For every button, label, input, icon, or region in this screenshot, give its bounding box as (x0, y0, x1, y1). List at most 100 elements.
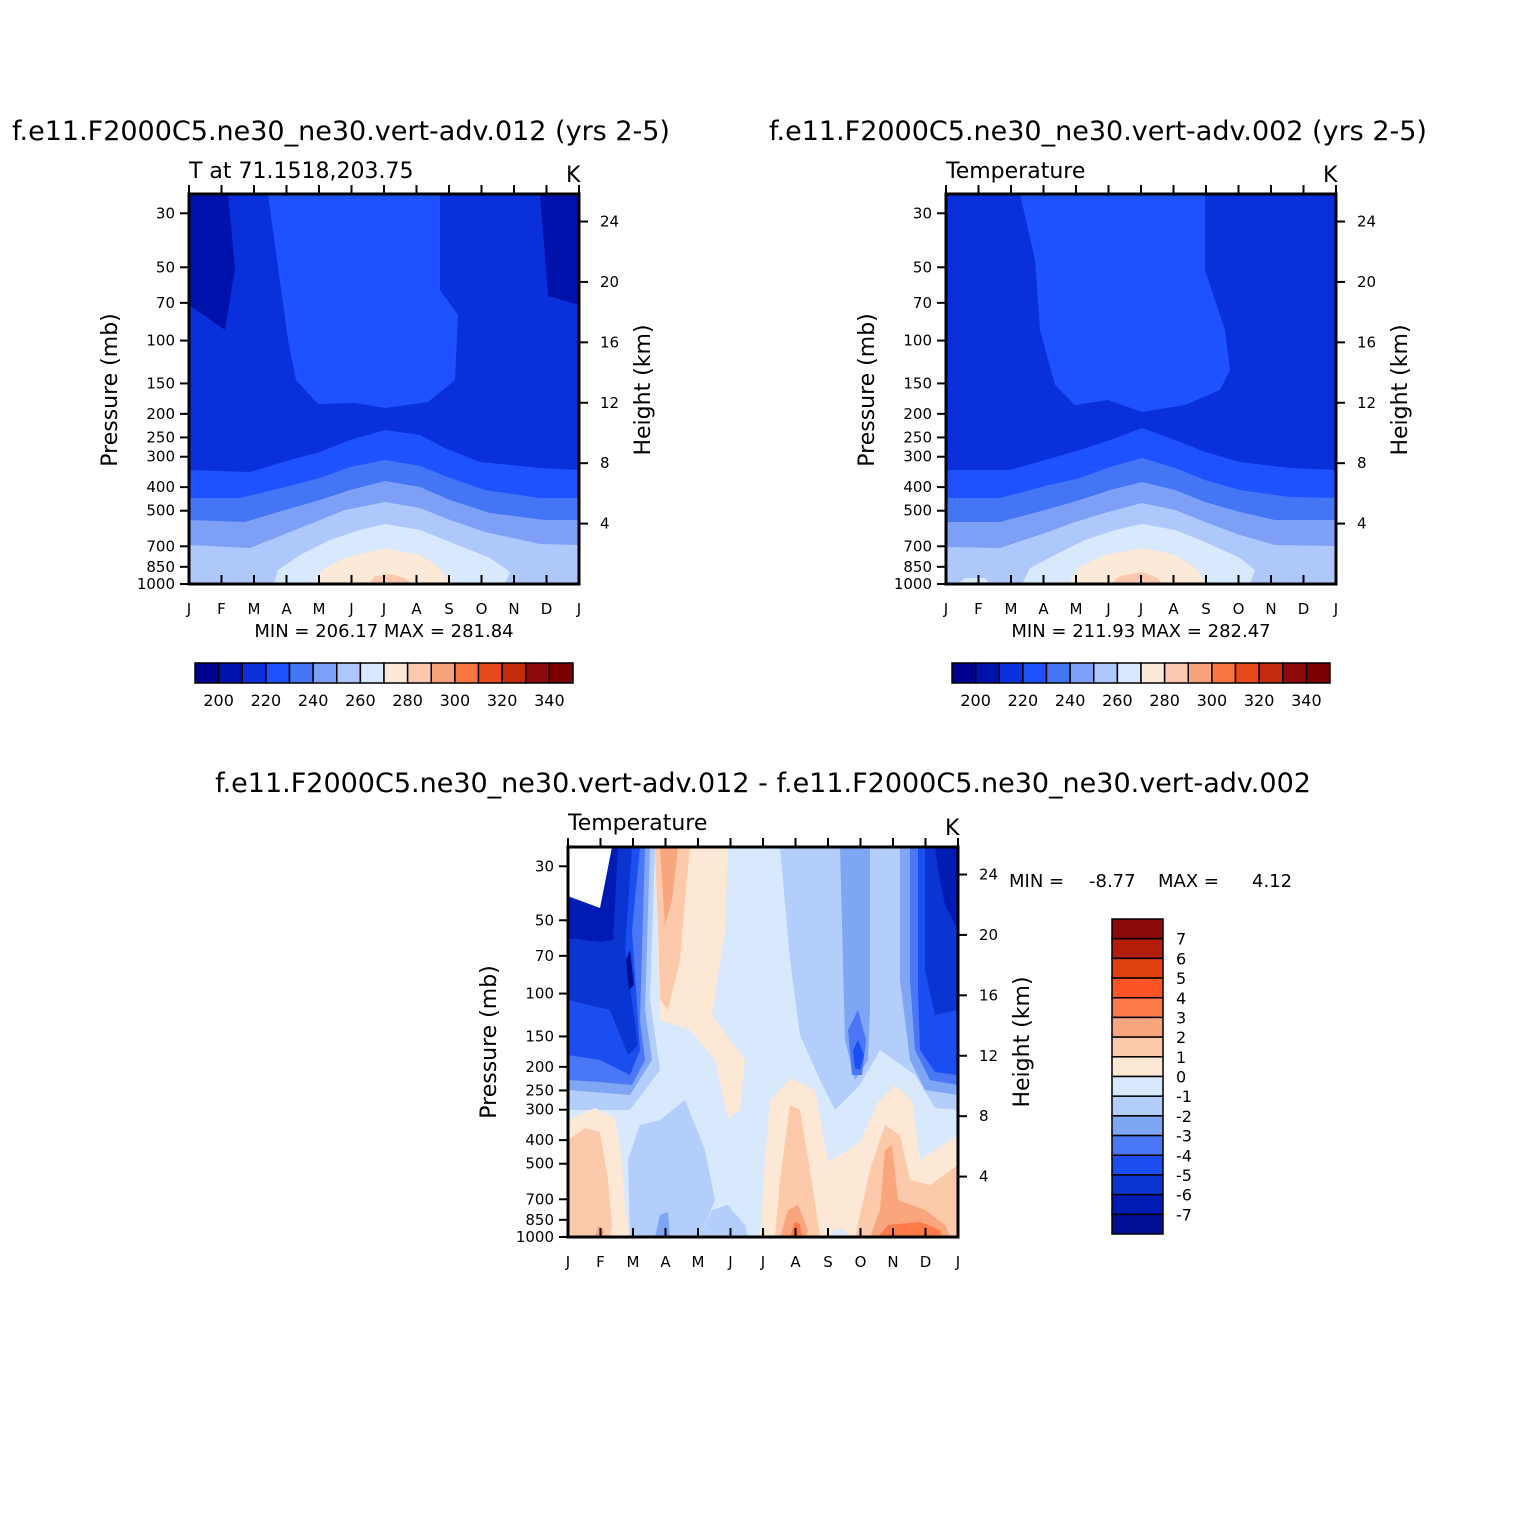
y-tick-label: 700 (525, 1190, 554, 1208)
x-tick-label: N (887, 1253, 898, 1271)
colorbar-label: 1 (1176, 1048, 1186, 1067)
colorbar-horizontal: 200 220 240 260 280 300 320 340 (951, 662, 1331, 710)
y-tick-label: 250 (146, 428, 175, 446)
y-tick-label: 500 (903, 502, 932, 520)
x-tick-label: J (943, 600, 948, 618)
colorbar-swatch (548, 662, 574, 684)
y-axis-label-right: Height (km) (631, 324, 656, 455)
x-tick-label: M (627, 1253, 640, 1271)
colorbar-label: 5 (1176, 969, 1186, 988)
y-tick-label: 100 (903, 332, 932, 350)
panel-title: f.e11.F2000C5.ne30_ne30.vert-adv.012 (yr… (12, 116, 670, 147)
colorbar-swatch (1111, 1213, 1164, 1235)
colorbar-swatch (1305, 662, 1331, 684)
band-1-to-2-lowright (775, 1105, 820, 1237)
x-tick-label: A (790, 1253, 801, 1271)
colorbar-label: 280 (392, 691, 423, 710)
y-right-tick-label: 4 (979, 1168, 989, 1186)
colorbar-label: 6 (1176, 949, 1186, 968)
colorbar-swatch (1234, 662, 1260, 684)
colorbar-horizontal: 200 220 240 260 280 300 320 340 (194, 662, 574, 710)
colorbar-label: 280 (1149, 691, 1180, 710)
y-right-tick-label: 24 (600, 213, 619, 231)
panel-model-012: f.e11.F2000C5.ne30_ne30.vert-adv.012 (yr… (12, 116, 670, 710)
panel-title: f.e11.F2000C5.ne30_ne30.vert-adv.002 (yr… (769, 116, 1427, 147)
y-tick-label: 200 (146, 405, 175, 423)
colorbar-swatch (359, 662, 385, 684)
colorbar-label: 220 (251, 691, 282, 710)
x-tick-label: A (411, 600, 422, 618)
contour-field (946, 194, 1336, 584)
y-right-tick-label: 8 (979, 1107, 989, 1125)
min-max-stats: MIN = 211.93 MAX = 282.47 (1011, 621, 1270, 642)
colorbar-swatch (1111, 1115, 1164, 1137)
x-tick-label: O (476, 600, 488, 618)
x-tick-label: S (444, 600, 454, 618)
y-tick-label: 200 (903, 405, 932, 423)
colorbar-swatch (1111, 937, 1164, 960)
y-tick-label: 1000 (516, 1228, 554, 1246)
x-tick-label: F (974, 600, 983, 618)
contour-field (189, 194, 579, 584)
x-tick-label: A (1168, 600, 1179, 618)
band-m1-to-m2-lowmid2 (700, 1205, 748, 1237)
colorbar-label: 340 (534, 691, 565, 710)
x-tick-label: F (217, 600, 226, 618)
colorbar-swatch (1163, 662, 1189, 684)
colorbar-swatch (383, 662, 409, 684)
y-tick-label: 70 (913, 294, 932, 312)
band-m5-to-m6-left (568, 847, 638, 1055)
colorbar-swatch (454, 662, 480, 684)
units-label: K (1323, 163, 1338, 188)
x-tick-label: J (760, 1253, 765, 1271)
colorbar-swatch (501, 662, 527, 684)
x-tick-label: M (248, 600, 261, 618)
units-label: K (945, 816, 960, 841)
colorbar-label: 240 (298, 691, 329, 710)
y-right-tick-label: 12 (979, 1047, 998, 1065)
y-axis-label: Pressure (mb) (98, 313, 123, 467)
colorbar-swatch (1258, 662, 1284, 684)
y-tick-label: 850 (146, 558, 175, 576)
y-tick-label: 200 (525, 1058, 554, 1076)
colorbar-label: 260 (1102, 691, 1133, 710)
band-200-dec (540, 194, 579, 305)
colorbar-swatch (974, 662, 1000, 684)
y-tick-label: 100 (146, 332, 175, 350)
y-right-tick-label: 20 (600, 273, 619, 291)
y-right-tick-label: 8 (1357, 454, 1367, 472)
colorbar-label: -7 (1176, 1205, 1192, 1224)
colorbar-label: -5 (1176, 1166, 1192, 1185)
axes-frame: J F M A M J J A S O N D J 30 50 70 100 150 200 250 300 400 50… (516, 838, 998, 1271)
colorbar-swatch (1111, 1036, 1164, 1058)
colorbar-swatch (998, 662, 1024, 684)
y-axis-label: Pressure (mb) (477, 965, 502, 1119)
y-axis-label-right: Height (km) (1010, 976, 1035, 1107)
x-tick-label: A (660, 1253, 671, 1271)
y-tick-label: 50 (913, 258, 932, 276)
y-right-tick-label: 16 (1357, 333, 1376, 351)
colorbar-swatch (1282, 662, 1308, 684)
y-tick-label: 30 (535, 857, 554, 875)
band-275 (368, 574, 412, 584)
colorbar-label: 240 (1055, 691, 1086, 710)
y-right-tick-label: 16 (979, 986, 998, 1004)
colorbar-swatch (1022, 662, 1048, 684)
y-right-tick-label: 12 (1357, 394, 1376, 412)
band-270 (1068, 548, 1205, 584)
y-tick-label: 250 (525, 1081, 554, 1099)
band-1-to-2-lowleft (568, 1128, 612, 1237)
x-tick-label: J (565, 1253, 570, 1271)
colorbar-label: 320 (1244, 691, 1275, 710)
min-label: MIN = (1009, 871, 1064, 892)
colorbar-label: 300 (1197, 691, 1228, 710)
band-m4-pocket (853, 1040, 864, 1070)
band-m7-pocket (626, 950, 634, 990)
panel-title: f.e11.F2000C5.ne30_ne30.vert-adv.012 - f… (215, 768, 1311, 799)
y-tick-label: 150 (903, 374, 932, 392)
colorbar-swatch (1093, 662, 1119, 684)
x-tick-label: J (1138, 600, 1143, 618)
